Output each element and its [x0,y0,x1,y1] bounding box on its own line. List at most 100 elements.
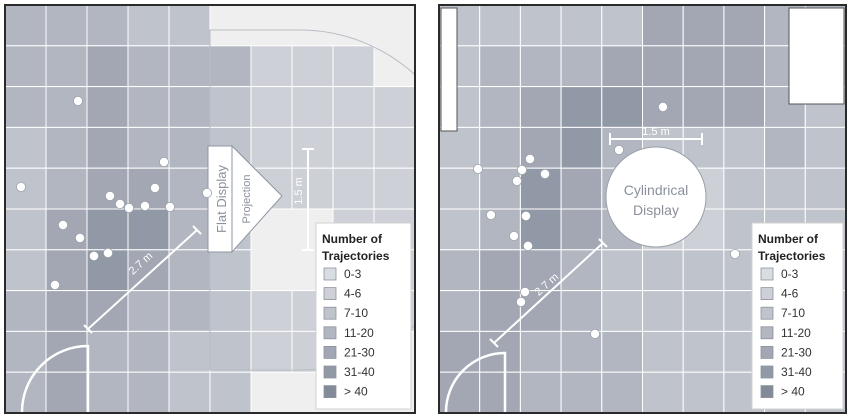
heatmap-cell [127,249,170,292]
heatmap-cell [209,86,252,128]
heatmap-cell [519,290,562,332]
left-width-label: 1.5 m [293,177,305,205]
heatmap-cell [601,330,643,373]
heatmap-cell [168,249,211,292]
right-legend-title-line1: Number of [758,232,819,246]
heatmap-cell [291,126,334,169]
trajectory-point [105,190,116,201]
heatmap-cell [86,86,129,128]
heatmap-cell [519,5,562,47]
heatmap-cell [168,167,211,210]
trajectory-point [158,156,169,167]
trajectory-point [115,198,126,209]
trajectory-point [201,187,212,198]
trajectory-point [520,286,531,297]
heatmap-cell [560,249,603,292]
legend-label: > 40 [344,385,368,399]
left-room-panel: Flat Display Projection 1.5 m 2.7 m [4,4,416,414]
heatmap-cell [209,371,252,413]
legend-swatch [760,306,774,320]
legend-label: 0-3 [344,267,362,281]
trajectory-point [521,210,532,221]
legend-label: 4-6 [781,287,799,301]
heatmap-cell [479,208,521,251]
heatmap-cell [560,371,603,413]
heatmap-cell [5,208,47,251]
heatmap-cell [560,208,603,251]
heatmap-cell [127,45,170,88]
legend-swatch [323,267,337,281]
legend-label: 7-10 [781,306,805,320]
trajectory-point [124,202,135,213]
trajectory-point [590,328,601,339]
heatmap-cell [291,45,334,88]
heatmap-cell [127,208,170,251]
heatmap-cell [642,5,684,47]
heatmap-cell [5,249,47,292]
trajectory-point [517,164,528,175]
left-trajectory-points [15,96,212,290]
legend-label: 31-40 [344,365,375,379]
trajectory-point [540,168,551,179]
left-door-swing [20,344,90,413]
right-left-wall-obstacle [440,7,458,132]
heatmap-cell [250,45,293,88]
heatmap-cell [45,86,88,128]
projection-label: Projection [241,175,253,224]
heatmap-cell [723,167,766,210]
right-width-label: 1.5 m [642,126,670,138]
heatmap-cell [560,126,603,169]
trajectory-point [508,230,519,241]
cylindrical-label-line2: Display [633,202,679,218]
heatmap-cell [86,371,129,413]
heatmap-cell [86,45,129,88]
heatmap-cell [86,208,129,251]
heatmap-cell [250,290,293,332]
right-door-swing [444,351,507,413]
heatmap-cell [168,86,211,128]
legend-label: 11-20 [344,326,374,340]
heatmap-cell [168,330,211,373]
heatmap-cell [601,371,643,413]
heatmap-cell [168,5,211,47]
heatmap-cell [682,86,725,128]
heatmap-cell [332,126,375,169]
legend-swatch [323,287,337,301]
heatmap-cell [682,5,725,47]
cylindrical-display [605,146,707,248]
left-legend-title-line1: Number of [322,232,383,246]
heatmap-cell [479,167,521,210]
heatmap-cell [519,126,562,169]
legend-label: 21-30 [781,345,812,359]
heatmap-cell [209,330,252,373]
trajectory-point [103,247,114,258]
legend-label: 4-6 [344,287,362,301]
heatmap-cell [601,45,643,88]
heatmap-cell [682,290,725,332]
flat-display-label: Flat Display [214,165,229,233]
trajectory-point [164,201,175,212]
heatmap-cell [209,45,252,88]
cylindrical-label-line1: Cylindrical [624,182,689,198]
heatmap-cell [168,290,211,332]
heatmap-cell [168,126,211,169]
heatmap-cell [209,290,252,332]
right-width-dimension: 1.5 m [609,126,703,145]
trajectory-point [485,209,496,220]
heatmap-cell [332,167,375,210]
legend-label: 0-3 [781,267,799,281]
heatmap-cell [5,126,47,169]
heatmap-cell [332,45,375,88]
heatmap-cell [439,167,481,210]
heatmap-cell [439,249,481,292]
heatmap-cell [45,5,88,47]
heatmap-cell [45,208,88,251]
heatmap-cell [560,167,603,210]
heatmap-cell [764,167,806,210]
heatmap-cell [601,86,643,128]
heatmap-cell [86,5,129,47]
right-legend: Number of Trajectories 0-3 4-6 7-10 11-20 21… [751,222,844,410]
trajectory-point [658,102,669,113]
legend-swatch [760,345,774,359]
heatmap-cell [642,45,684,88]
